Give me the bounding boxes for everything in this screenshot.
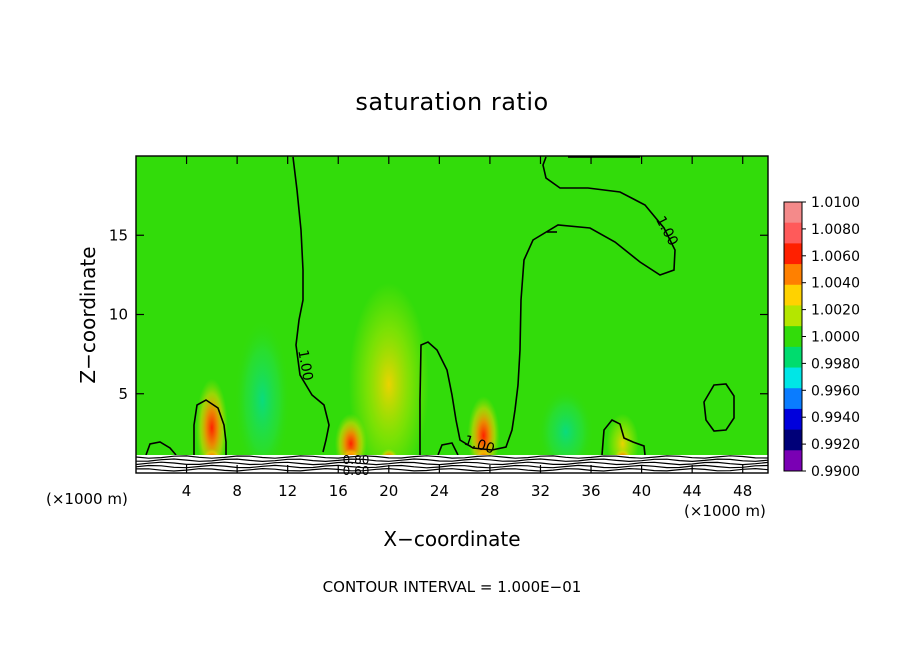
colorbar-label: 1.0100 [811, 195, 860, 211]
colorbar-swatch [784, 429, 802, 451]
colorbar-swatch [784, 264, 802, 286]
colorbar-label: 0.9920 [811, 437, 860, 453]
y-tick-label: 15 [109, 226, 128, 244]
x-tick-label: 48 [733, 482, 752, 500]
contour-line [145, 441, 177, 456]
contour-label: 0.60 [343, 464, 370, 478]
colorbar-label: 1.0020 [811, 303, 860, 319]
colorbar-label: 1.0080 [811, 222, 860, 238]
colorbar-swatch [784, 450, 802, 472]
x-unit-right: (×1000 m) [684, 502, 766, 520]
y-tick-label: 5 [118, 385, 128, 403]
field-background [136, 156, 768, 473]
chart-title: saturation ratio [355, 88, 549, 116]
x-tick-label: 8 [232, 482, 242, 500]
colorbar-swatch [784, 388, 802, 410]
contour-lines [145, 156, 735, 456]
y-axis: 5 10 15 [109, 226, 768, 403]
x-tick-label: 32 [531, 482, 550, 500]
contour-line [437, 442, 459, 456]
x-tick-label: 12 [278, 482, 297, 500]
colorbar-swatch [784, 243, 802, 265]
surface-contour-line [136, 458, 768, 463]
x-tick-label: 36 [581, 482, 600, 500]
supersaturated-plume [195, 378, 228, 473]
contour-interval-footer: CONTOUR INTERVAL = 1.000E−01 [322, 578, 582, 596]
x-tick-label: 16 [329, 482, 348, 500]
contour-line [193, 399, 227, 455]
contour-label: 1.00 [294, 349, 315, 382]
plot-area [135, 155, 769, 474]
contour-line [292, 156, 330, 453]
contour-line [703, 383, 735, 432]
colorbar-swatch [784, 326, 802, 348]
x-axis-label: X−coordinate [383, 527, 521, 551]
colorbar-label: 0.9960 [811, 383, 860, 399]
colorbar-swatch [784, 346, 802, 369]
colorbar-swatch [784, 305, 802, 327]
x-tick-label: 28 [480, 482, 499, 500]
x-unit-left: (×1000 m) [46, 490, 128, 508]
supersaturated-plume [467, 396, 500, 473]
colorbar-label: 1.0060 [811, 249, 860, 265]
x-tick-label: 20 [379, 482, 398, 500]
colorbar-swatch [784, 367, 802, 389]
contour-label: 0.80 [343, 453, 370, 467]
colorbar-label: 1.0000 [811, 330, 860, 346]
surface-contour-line [136, 464, 768, 469]
subsaturated-cell [537, 387, 594, 473]
colorbar-swatch [784, 408, 802, 431]
colorbar-label: 0.9900 [811, 464, 860, 480]
supersaturated-plume [348, 282, 429, 473]
colorbar-label: 0.9980 [811, 356, 860, 372]
colorbar-label: 1.0040 [811, 276, 860, 292]
colorbar-swatch [784, 222, 802, 244]
surface-contour-line [136, 455, 768, 459]
colorbar-swatch [784, 284, 802, 306]
subsaturated-cell [234, 317, 291, 473]
x-tick-label: 40 [632, 482, 651, 500]
colorbar-label: 0.9940 [811, 410, 860, 426]
surface-contour-line [136, 467, 768, 472]
colorbar-swatch [784, 202, 802, 224]
contour-line [419, 156, 676, 455]
contour-line [601, 418, 646, 456]
x-tick-label: 24 [430, 482, 449, 500]
y-tick-label: 10 [109, 306, 128, 324]
colorbar-legend: 1.0100 1.0080 1.0060 1.0040 1.0020 1.0000 0.99… [783, 195, 860, 480]
x-tick-label: 44 [683, 482, 702, 500]
x-axis: 4 8 12 16 20 24 28 32 36 40 44 48 [182, 156, 752, 500]
surface-contour-line [136, 461, 768, 466]
surface-contour-band [136, 455, 768, 473]
x-tick-label: 4 [182, 482, 192, 500]
